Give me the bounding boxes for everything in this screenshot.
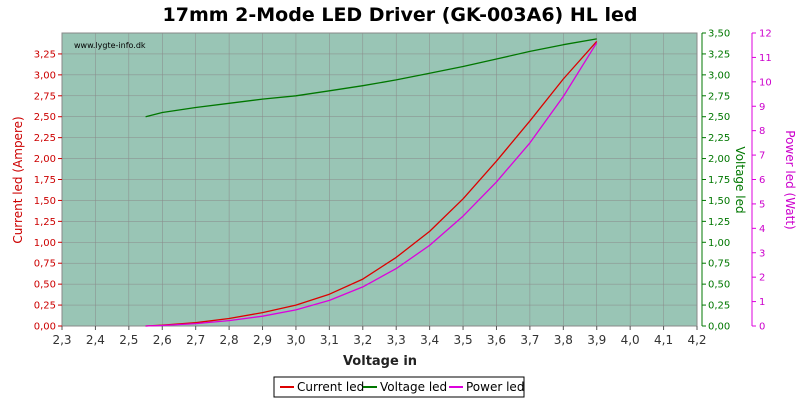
series-line-voltage-led [145, 38, 597, 118]
x-axis-ticks: 2,3 2,4 2,5 2,6 2,7 2,8 2,9 3,0 3,1 3,2 3,3 3,4 3,5 3… [52, 326, 707, 347]
y-left-tick-label: 3,25 [34, 49, 56, 60]
x-axis-label: Voltage in [343, 354, 417, 369]
y-right2-label: Power led (Watt) [783, 130, 797, 229]
y-left-tick-label: 0,00 [34, 322, 56, 333]
x-tick-label: 3,4 [420, 333, 439, 347]
y-right2-tick-label: 0 [759, 322, 765, 333]
y-right2-tick-label: 10 [759, 77, 772, 88]
y-right1-tick-label: 0,50 [708, 280, 730, 291]
series-line-current-led [145, 40, 598, 327]
x-tick-label: 3,2 [353, 333, 372, 347]
x-tick-label: 2,8 [220, 333, 239, 347]
x-tick-label: 2,5 [119, 333, 138, 347]
grid [61, 33, 698, 327]
y-right2-tick-label: 4 [759, 224, 765, 235]
x-tick-label: 3,0 [286, 333, 305, 347]
x-tick-label: 3,7 [520, 333, 539, 347]
x-tick-label: 4,2 [687, 333, 706, 347]
x-tick-label: 2,9 [253, 333, 272, 347]
y-right2-tick-label: 7 [759, 151, 765, 162]
x-tick-label: 4,0 [621, 333, 640, 347]
chart-title: 17mm 2-Mode LED Driver (GK-003A6) HL led [163, 4, 638, 26]
y-right1-tick-label: 3,00 [708, 70, 730, 81]
y-right1-tick-label: 2,25 [708, 133, 730, 144]
x-tick-label: 2,3 [52, 333, 71, 347]
y-right2-tick-label: 5 [759, 199, 765, 210]
y-left-tick-label: 2,75 [34, 91, 56, 102]
y-left-tick-label: 0,75 [34, 259, 56, 270]
y-left-tick-label: 1,25 [34, 217, 56, 228]
y-right1-tick-label: 0,75 [708, 259, 730, 270]
x-tick-label: 3,1 [320, 333, 339, 347]
x-tick-label: 3,8 [554, 333, 573, 347]
series-group [145, 38, 598, 327]
y-right1-tick-label: 1,00 [708, 238, 730, 249]
x-tick-label: 2,7 [186, 333, 205, 347]
y-right2-tick-label: 11 [759, 53, 772, 64]
y-left-tick-label: 0,25 [34, 301, 56, 312]
y-right1-axis-ticks: 0,00 0,25 0,50 0,75 1,00 1,25 1,50 1,75 2,00 2,25… [702, 29, 730, 333]
y-left-tick-label: 0,50 [34, 280, 56, 291]
watermark: www.lygte-info.dk [74, 41, 146, 50]
x-tick-label: 3,5 [454, 333, 473, 347]
x-tick-label: 3,9 [587, 333, 606, 347]
y-left-tick-label: 3,00 [34, 70, 56, 81]
y-left-tick-label: 2,25 [34, 133, 56, 144]
y-right1-tick-label: 0,25 [708, 301, 730, 312]
x-tick-label: 3,3 [387, 333, 406, 347]
y-right1-tick-label: 2,75 [708, 91, 730, 102]
series-line-power-led [145, 42, 598, 327]
y-left-tick-label: 1,00 [34, 238, 56, 249]
y-right2-tick-label: 12 [759, 29, 772, 40]
y-left-tick-label: 1,50 [34, 196, 56, 207]
y-right2-tick-label: 3 [759, 248, 765, 259]
legend-label-power: Power led [466, 380, 524, 394]
y-right2-tick-label: 9 [759, 102, 765, 113]
y-right1-tick-label: 1,75 [708, 175, 730, 186]
legend-label-voltage: Voltage led [380, 380, 447, 394]
y-right1-tick-label: 1,50 [708, 196, 730, 207]
y-right1-tick-label: 3,50 [708, 29, 730, 40]
legend-box [273, 376, 525, 398]
y-left-tick-label: 2,00 [34, 154, 56, 165]
x-tick-label: 2,4 [86, 333, 105, 347]
x-tick-label: 4,1 [654, 333, 673, 347]
y-right1-tick-label: 2,00 [708, 154, 730, 165]
y-right1-tick-label: 2,50 [708, 112, 730, 123]
legend-label-current: Current led [297, 380, 364, 394]
y-left-axis-ticks: 0,00 0,25 0,50 0,75 1,00 1,25 1,50 1,75 2,00 2,25… [34, 49, 62, 333]
y-right2-tick-label: 8 [759, 126, 765, 137]
y-right1-tick-label: 3,25 [708, 49, 730, 60]
y-right1-label: Voltage led [733, 146, 747, 213]
y-left-tick-label: 1,75 [34, 175, 56, 186]
y-right2-tick-label: 1 [759, 297, 765, 308]
y-right2-tick-label: 2 [759, 273, 765, 284]
y-right1-tick-label: 1,25 [708, 217, 730, 228]
y-left-label: Current led (Ampere) [11, 116, 25, 243]
x-tick-label: 3,6 [487, 333, 506, 347]
x-tick-label: 2,6 [153, 333, 172, 347]
legend: Current led Voltage led Power led [273, 376, 525, 398]
y-left-tick-label: 2,50 [34, 112, 56, 123]
y-right1-tick-label: 0,00 [708, 322, 730, 333]
y-right2-tick-label: 6 [759, 175, 765, 186]
